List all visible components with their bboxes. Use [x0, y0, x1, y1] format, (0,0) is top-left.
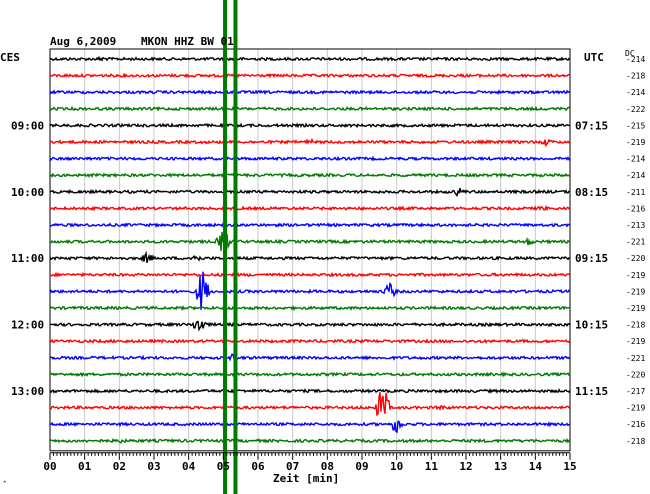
- x-tick-label: 02: [113, 460, 126, 473]
- x-tick-label: 06: [251, 460, 265, 473]
- dc-offset-label: -222: [626, 105, 645, 114]
- dc-offset-label: -211: [626, 188, 645, 197]
- trace-black: [49, 387, 571, 394]
- trace-black: [49, 187, 571, 198]
- trace-green: [49, 304, 571, 312]
- event-marker-line: [233, 0, 238, 494]
- x-tick-label: 15: [563, 460, 576, 473]
- x-tick-label: 05: [217, 460, 230, 473]
- plot-frame: [49, 48, 571, 452]
- x-tick-label: 12: [459, 460, 472, 473]
- dc-offset-label: -213: [626, 221, 645, 230]
- left-hour-label: 13:00: [11, 385, 44, 398]
- x-axis: 00 01 02 03 04 05 06 07 08 09 10 11 12 13 14 15: [43, 452, 577, 473]
- dc-header-label: DC: [625, 49, 635, 58]
- trace-red: [49, 338, 571, 345]
- x-tick-label: 10: [390, 460, 403, 473]
- x-tick-label: 03: [147, 460, 160, 473]
- corner-mark: ˆ: [2, 480, 7, 491]
- trace-black: [49, 55, 571, 62]
- dc-offset-label: -216: [626, 204, 645, 213]
- right-hour-label: 09:15: [575, 252, 608, 265]
- trace-blue: [49, 420, 571, 434]
- trace-red: [49, 204, 571, 212]
- right-hour-labels: 07:15 08:15 09:15 10:15 11:15: [575, 119, 608, 398]
- trace-blue: [49, 353, 571, 362]
- dc-offset-label: -214: [626, 171, 645, 180]
- dc-offset-label: -221: [626, 238, 645, 247]
- trace-green: [49, 105, 571, 112]
- trace-blue: [49, 155, 571, 162]
- event-marker-group: [223, 0, 238, 494]
- dc-offset-label: -221: [626, 354, 645, 363]
- trace-blue: [49, 89, 571, 96]
- x-tick-label: 04: [182, 460, 196, 473]
- x-tick-label: 07: [286, 460, 299, 473]
- x-tick-label: 13: [494, 460, 507, 473]
- time-grid: [49, 48, 571, 452]
- right-hour-label: 07:15: [575, 119, 608, 132]
- trace-black: [49, 250, 571, 264]
- dc-offset-label: -214: [626, 88, 645, 97]
- trace-black: [49, 320, 571, 332]
- x-tick-label: 01: [78, 460, 92, 473]
- trace-green: [49, 437, 571, 444]
- dc-offset-label: -219: [626, 404, 645, 413]
- left-hour-label: 09:00: [11, 119, 44, 132]
- x-tick-label: 00: [43, 460, 56, 473]
- event-marker-line: [223, 0, 228, 494]
- right-hour-label: 11:15: [575, 385, 608, 398]
- dc-offset-label: -219: [626, 304, 645, 313]
- chart-station: MKON HHZ BW 01: [141, 35, 234, 48]
- x-tick-label: 08: [321, 460, 334, 473]
- x-tick-label: 09: [355, 460, 368, 473]
- dc-offset-label: -215: [626, 121, 645, 130]
- dc-offset-label: -214: [626, 55, 645, 64]
- right-hour-label: 08:15: [575, 186, 608, 199]
- dc-offset-label: -219: [626, 337, 645, 346]
- dc-offset-label: -214: [626, 155, 645, 164]
- trace-blue: [49, 271, 571, 310]
- dc-offset-labels: -214 -218 -214 -222 -215 -219 -214 -214 -211 -216…: [626, 55, 645, 446]
- dc-offset-label: -216: [626, 420, 645, 429]
- dc-offset-label: -218: [626, 72, 645, 81]
- x-tick-label: 11: [425, 460, 439, 473]
- dc-offset-label: -220: [626, 254, 645, 263]
- trace-red: [49, 72, 571, 79]
- dc-offset-label: -220: [626, 370, 645, 379]
- trace-red: [49, 391, 571, 417]
- left-hour-label: 11:00: [11, 252, 44, 265]
- left-timezone-label: CES: [0, 51, 20, 64]
- trace-blue: [50, 222, 570, 229]
- dc-offset-label: -218: [626, 437, 645, 446]
- x-tick-label: 14: [529, 460, 543, 473]
- trace-green: [49, 231, 571, 252]
- right-timezone-label: UTC: [584, 51, 604, 64]
- trace-black: [49, 122, 571, 129]
- left-hour-label: 10:00: [11, 186, 44, 199]
- x-axis-label: Zeit [min]: [273, 472, 339, 485]
- chart-date: Aug 6,2009: [50, 35, 116, 48]
- dc-offset-label: -219: [626, 138, 645, 147]
- trace-group: [49, 55, 571, 444]
- dc-offset-label: -219: [626, 287, 645, 296]
- dc-offset-label: -217: [626, 387, 645, 396]
- trace-red: [49, 271, 571, 278]
- right-hour-label: 10:15: [575, 319, 608, 332]
- trace-green: [49, 172, 571, 179]
- left-hour-labels: 09:00 10:00 11:00 12:00 13:00: [11, 119, 44, 398]
- dc-offset-label: -219: [626, 271, 645, 280]
- trace-red: [49, 137, 571, 148]
- left-hour-label: 12:00: [11, 319, 44, 332]
- trace-green: [49, 371, 571, 378]
- dc-offset-label: -218: [626, 321, 645, 330]
